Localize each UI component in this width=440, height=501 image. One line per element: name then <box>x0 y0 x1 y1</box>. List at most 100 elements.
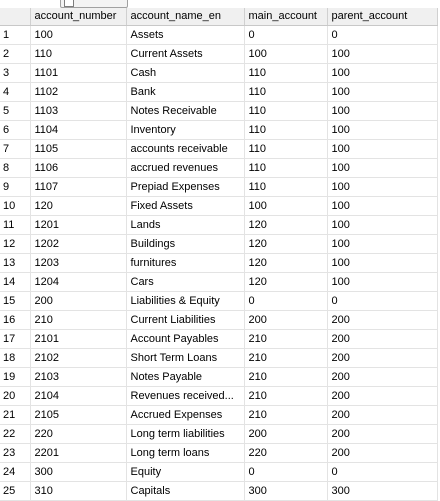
table-row[interactable]: 18 2102 Short Term Loans 210 200 <box>0 348 438 368</box>
cell-account-name-en[interactable]: Liabilities & Equity <box>126 291 245 311</box>
cell-account-number[interactable]: 220 <box>30 424 127 444</box>
table-row[interactable]: 13 1203 furnitures 120 100 <box>0 253 438 273</box>
table-row[interactable]: 23 2201 Long term loans 220 200 <box>0 443 438 463</box>
table-row[interactable]: 14 1204 Cars 120 100 <box>0 272 438 292</box>
table-row[interactable]: 7 1105 accounts receivable 110 100 <box>0 139 438 159</box>
cell-main-account[interactable]: 120 <box>244 234 328 254</box>
cell-main-account[interactable]: 110 <box>244 139 328 159</box>
cell-account-name-en[interactable]: furnitures <box>126 253 245 273</box>
cell-main-account[interactable]: 120 <box>244 272 328 292</box>
cell-main-account[interactable]: 110 <box>244 63 328 83</box>
cell-account-name-en[interactable]: Accrued Expenses <box>126 405 245 425</box>
column-header[interactable]: parent_account <box>327 8 438 26</box>
cell-parent-account[interactable]: 200 <box>327 424 438 444</box>
table-row[interactable]: 3 1101 Cash 110 100 <box>0 63 438 83</box>
row-number[interactable]: 8 <box>0 158 31 178</box>
cell-account-number[interactable]: 1201 <box>30 215 127 235</box>
cell-parent-account[interactable]: 100 <box>327 63 438 83</box>
cell-parent-account[interactable]: 200 <box>327 310 438 330</box>
column-header[interactable]: main_account <box>244 8 328 26</box>
cell-account-name-en[interactable]: Notes Receivable <box>126 101 245 121</box>
cell-account-number[interactable]: 1204 <box>30 272 127 292</box>
table-row[interactable]: 4 1102 Bank 110 100 <box>0 82 438 102</box>
cell-account-name-en[interactable]: Assets <box>126 25 245 45</box>
cell-account-number[interactable]: 100 <box>30 25 127 45</box>
cell-account-name-en[interactable]: Fixed Assets <box>126 196 245 216</box>
cell-account-name-en[interactable]: accounts receivable <box>126 139 245 159</box>
cell-main-account[interactable]: 100 <box>244 44 328 64</box>
cell-main-account[interactable]: 120 <box>244 253 328 273</box>
cell-main-account[interactable]: 210 <box>244 329 328 349</box>
cell-account-name-en[interactable]: Long term loans <box>126 443 245 463</box>
cell-main-account[interactable]: 210 <box>244 348 328 368</box>
results-grid[interactable]: account_number account_name_en main_acco… <box>0 8 438 501</box>
cell-parent-account[interactable]: 100 <box>327 215 438 235</box>
table-row[interactable]: 6 1104 Inventory 110 100 <box>0 120 438 140</box>
cell-account-number[interactable]: 2104 <box>30 386 127 406</box>
cell-account-name-en[interactable]: Equity <box>126 462 245 482</box>
cell-main-account[interactable]: 0 <box>244 462 328 482</box>
cell-parent-account[interactable]: 100 <box>327 82 438 102</box>
cell-main-account[interactable]: 220 <box>244 443 328 463</box>
table-row[interactable]: 20 2104 Revenues received... 210 200 <box>0 386 438 406</box>
cell-account-name-en[interactable]: Cars <box>126 272 245 292</box>
cell-main-account[interactable]: 120 <box>244 215 328 235</box>
cell-account-number[interactable]: 2102 <box>30 348 127 368</box>
cell-account-number[interactable]: 2105 <box>30 405 127 425</box>
table-row[interactable]: 22 220 Long term liabilities 200 200 <box>0 424 438 444</box>
cell-account-name-en[interactable]: Inventory <box>126 120 245 140</box>
table-row[interactable]: 10 120 Fixed Assets 100 100 <box>0 196 438 216</box>
table-row[interactable]: 15 200 Liabilities & Equity 0 0 <box>0 291 438 311</box>
row-number[interactable]: 12 <box>0 234 31 254</box>
table-row[interactable]: 17 2101 Account Payables 210 200 <box>0 329 438 349</box>
cell-parent-account[interactable]: 0 <box>327 25 438 45</box>
table-row[interactable]: 25 310 Capitals 300 300 <box>0 481 438 501</box>
cell-account-name-en[interactable]: Prepiad Expenses <box>126 177 245 197</box>
cell-account-name-en[interactable]: Bank <box>126 82 245 102</box>
cell-parent-account[interactable]: 100 <box>327 272 438 292</box>
cell-parent-account[interactable]: 200 <box>327 367 438 387</box>
results-tab[interactable] <box>60 0 128 8</box>
cell-main-account[interactable]: 0 <box>244 291 328 311</box>
row-number[interactable]: 2 <box>0 44 31 64</box>
row-number[interactable]: 23 <box>0 443 31 463</box>
corner-cell[interactable] <box>0 8 31 26</box>
cell-parent-account[interactable]: 200 <box>327 405 438 425</box>
cell-main-account[interactable]: 100 <box>244 196 328 216</box>
cell-parent-account[interactable]: 200 <box>327 386 438 406</box>
cell-parent-account[interactable]: 0 <box>327 291 438 311</box>
row-number[interactable]: 14 <box>0 272 31 292</box>
cell-main-account[interactable]: 300 <box>244 481 328 501</box>
cell-parent-account[interactable]: 0 <box>327 462 438 482</box>
row-number[interactable]: 4 <box>0 82 31 102</box>
cell-account-number[interactable]: 1107 <box>30 177 127 197</box>
cell-parent-account[interactable]: 100 <box>327 158 438 178</box>
row-number[interactable]: 6 <box>0 120 31 140</box>
row-number[interactable]: 11 <box>0 215 31 235</box>
row-number[interactable]: 20 <box>0 386 31 406</box>
cell-account-number[interactable]: 1106 <box>30 158 127 178</box>
cell-account-name-en[interactable]: Capitals <box>126 481 245 501</box>
table-row[interactable]: 12 1202 Buildings 120 100 <box>0 234 438 254</box>
row-number[interactable]: 25 <box>0 481 31 501</box>
cell-parent-account[interactable]: 100 <box>327 120 438 140</box>
cell-account-number[interactable]: 1104 <box>30 120 127 140</box>
table-row[interactable]: 11 1201 Lands 120 100 <box>0 215 438 235</box>
cell-main-account[interactable]: 110 <box>244 177 328 197</box>
cell-account-number[interactable]: 2101 <box>30 329 127 349</box>
cell-account-number[interactable]: 2103 <box>30 367 127 387</box>
cell-account-name-en[interactable]: Revenues received... <box>126 386 245 406</box>
cell-main-account[interactable]: 210 <box>244 367 328 387</box>
cell-parent-account[interactable]: 100 <box>327 101 438 121</box>
cell-parent-account[interactable]: 100 <box>327 177 438 197</box>
row-number[interactable]: 3 <box>0 63 31 83</box>
row-number[interactable]: 21 <box>0 405 31 425</box>
cell-account-name-en[interactable]: Long term liabilities <box>126 424 245 444</box>
cell-account-number[interactable]: 1102 <box>30 82 127 102</box>
cell-account-number[interactable]: 1203 <box>30 253 127 273</box>
cell-account-number[interactable]: 1202 <box>30 234 127 254</box>
row-number[interactable]: 10 <box>0 196 31 216</box>
table-row[interactable]: 21 2105 Accrued Expenses 210 200 <box>0 405 438 425</box>
cell-account-name-en[interactable]: accrued revenues <box>126 158 245 178</box>
row-number[interactable]: 1 <box>0 25 31 45</box>
